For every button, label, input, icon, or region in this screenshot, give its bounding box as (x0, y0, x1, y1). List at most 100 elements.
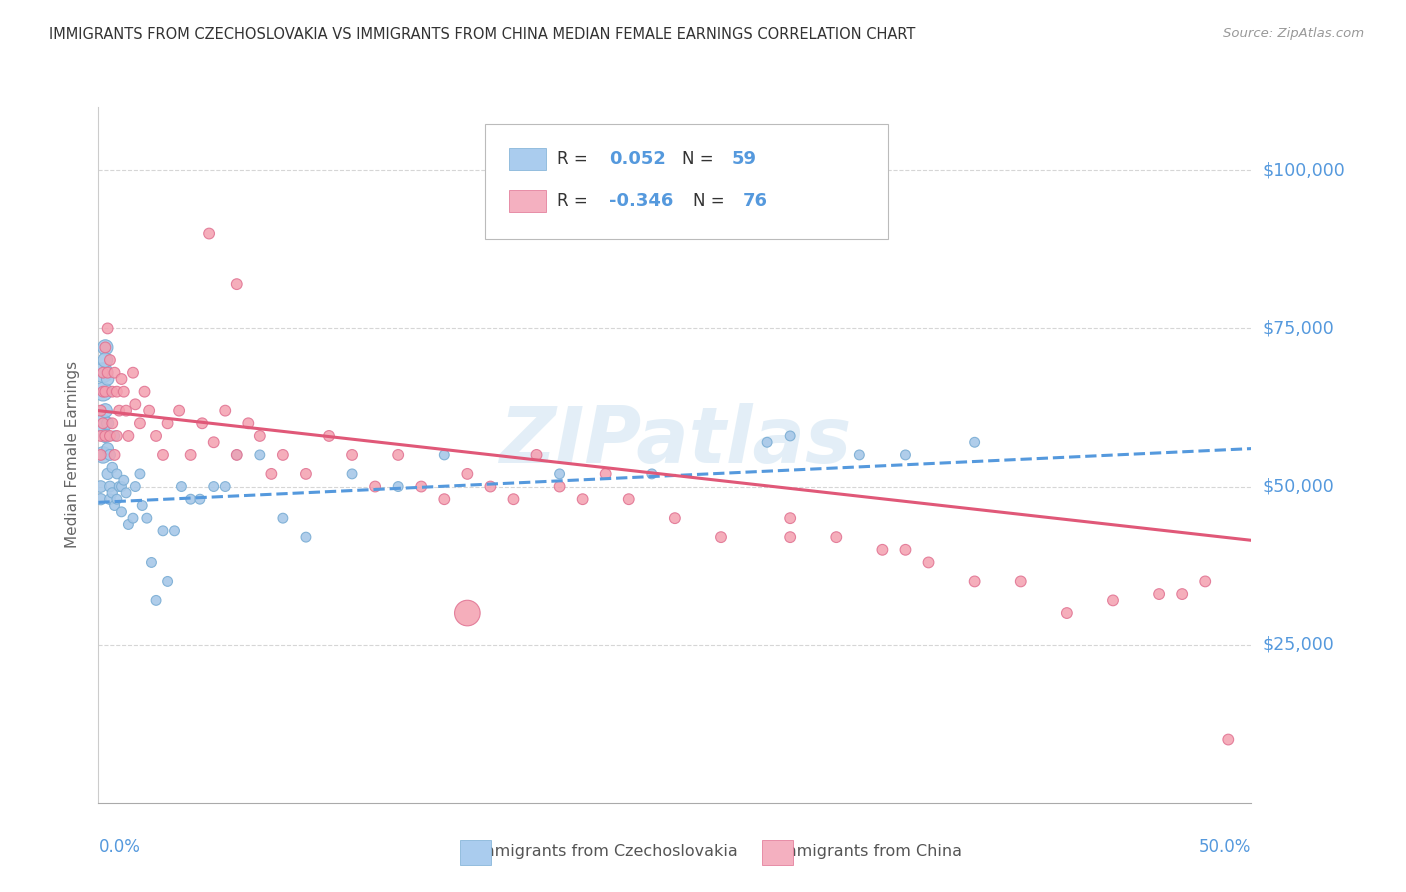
Point (94, 403, 117, 417)
Point (91, 417, 114, 431)
Text: $100,000: $100,000 (1263, 161, 1346, 179)
Point (94, 384, 117, 399)
Point (1218, 732, 1240, 747)
Text: ZIPatlas: ZIPatlas (499, 403, 851, 479)
Point (145, 593, 167, 607)
FancyBboxPatch shape (509, 190, 546, 212)
Point (103, 429, 125, 443)
Point (364, 479, 387, 493)
Text: Immigrants from Czechoslovakia: Immigrants from Czechoslovakia (464, 845, 738, 859)
Point (90, 448, 112, 462)
Text: R =: R = (557, 150, 593, 169)
Point (180, 492, 202, 507)
Point (779, 429, 801, 443)
Point (1056, 606, 1078, 620)
Point (90, 429, 112, 443)
Point (115, 486, 138, 500)
Point (779, 530, 801, 544)
Point (141, 556, 163, 570)
Point (411, 479, 433, 493)
Point (105, 492, 128, 507)
Point (188, 492, 211, 507)
Point (167, 403, 190, 417)
Text: $50,000: $50,000 (1263, 477, 1334, 496)
Point (894, 542, 917, 557)
Point (249, 448, 271, 462)
Text: $75,000: $75,000 (1263, 319, 1334, 337)
Point (917, 556, 939, 570)
Point (271, 448, 294, 462)
Point (387, 448, 409, 462)
Point (225, 448, 247, 462)
Point (90, 492, 112, 507)
Point (664, 511, 686, 525)
Point (90, 448, 112, 462)
Point (1147, 587, 1170, 601)
Point (1194, 574, 1216, 589)
Point (101, 460, 124, 475)
Point (456, 606, 478, 620)
Point (112, 384, 135, 399)
Point (756, 435, 779, 450)
Point (108, 479, 131, 493)
FancyBboxPatch shape (509, 148, 546, 170)
Point (225, 448, 247, 462)
Point (122, 511, 145, 525)
Point (502, 492, 524, 507)
Text: Immigrants from China: Immigrants from China (766, 845, 962, 859)
Point (779, 511, 801, 525)
Point (271, 511, 294, 525)
Point (103, 499, 125, 513)
Point (145, 429, 167, 443)
Point (108, 403, 131, 417)
Point (97, 442, 120, 456)
Point (214, 479, 236, 493)
Point (387, 479, 409, 493)
Point (1010, 574, 1032, 589)
Point (131, 499, 153, 513)
Point (103, 366, 125, 380)
Point (105, 467, 128, 481)
Point (101, 486, 124, 500)
Point (101, 417, 124, 431)
Point (1171, 587, 1194, 601)
Point (180, 448, 202, 462)
Point (479, 479, 502, 493)
Point (163, 524, 186, 538)
Point (894, 448, 917, 462)
Point (91, 384, 114, 399)
Point (94, 429, 117, 443)
Text: 0.052: 0.052 (609, 150, 666, 169)
Text: -0.346: -0.346 (609, 192, 673, 210)
Point (91, 366, 114, 380)
Point (295, 530, 318, 544)
Point (135, 511, 157, 525)
Point (198, 227, 221, 241)
Point (110, 479, 132, 493)
Point (433, 448, 456, 462)
Point (110, 372, 132, 386)
Point (97, 321, 120, 335)
Point (548, 479, 571, 493)
Point (117, 517, 139, 532)
Text: $25,000: $25,000 (1263, 636, 1334, 654)
Text: 59: 59 (731, 150, 756, 169)
Point (295, 467, 318, 481)
Point (548, 467, 571, 481)
Text: N =: N = (693, 192, 730, 210)
Point (91, 366, 114, 380)
Point (98, 492, 121, 507)
Point (134, 384, 156, 399)
Point (112, 473, 135, 487)
Point (249, 429, 271, 443)
Point (105, 429, 128, 443)
Point (872, 542, 894, 557)
Point (138, 403, 160, 417)
Point (340, 467, 363, 481)
Point (129, 467, 152, 481)
FancyBboxPatch shape (485, 124, 889, 239)
Point (91, 417, 114, 431)
Point (202, 479, 225, 493)
Point (124, 397, 146, 411)
Point (191, 417, 214, 431)
